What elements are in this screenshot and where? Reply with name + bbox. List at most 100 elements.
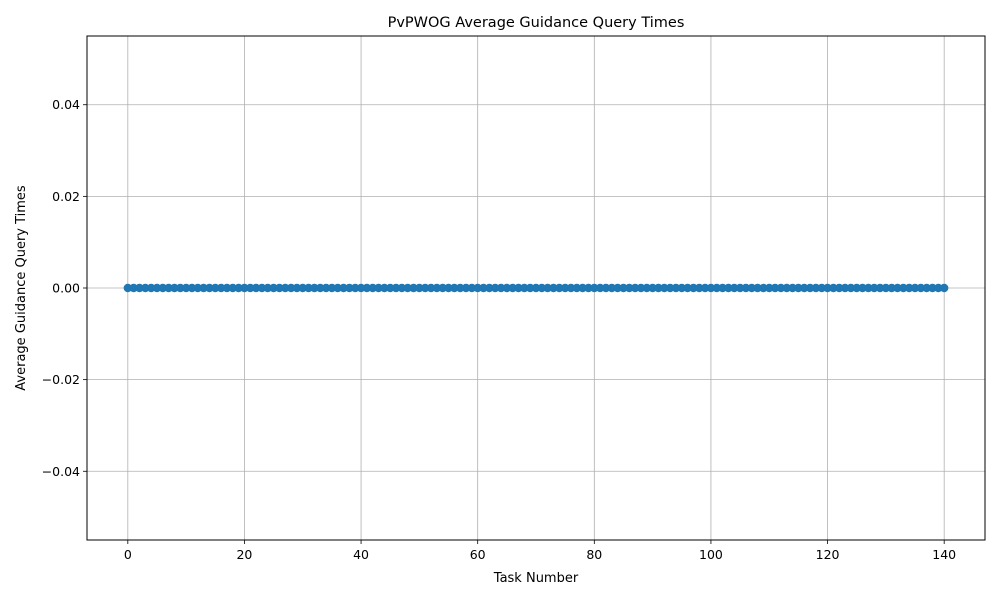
data-point <box>490 283 500 293</box>
data-point <box>870 283 879 293</box>
data-point <box>560 283 570 293</box>
data-point <box>741 283 751 293</box>
data-point <box>432 283 442 293</box>
data-point <box>625 283 634 293</box>
data-point <box>788 283 797 293</box>
data-point <box>158 283 168 293</box>
data-point <box>316 283 325 293</box>
x-tick-label: 80 <box>586 547 602 562</box>
x-tick-label: 20 <box>236 547 252 562</box>
data-point <box>630 283 640 293</box>
data-point <box>351 283 360 293</box>
data-point <box>881 283 891 293</box>
y-axis-label: Average Guidance Query Times <box>14 185 29 391</box>
data-point <box>776 283 786 293</box>
data-point <box>939 283 949 293</box>
data-point <box>817 283 826 293</box>
data-point <box>607 283 617 293</box>
data-point <box>129 283 138 293</box>
data-point <box>712 283 721 293</box>
data-point <box>485 283 494 293</box>
y-tick-label: 0.00 <box>52 281 80 296</box>
x-tick-label: 120 <box>816 547 840 562</box>
data-point <box>333 283 342 293</box>
data-point <box>455 283 465 293</box>
data-point <box>362 283 372 293</box>
data-point <box>286 283 296 293</box>
data-point <box>234 283 243 293</box>
data-point <box>730 283 739 293</box>
data-point <box>922 283 931 293</box>
data-point <box>397 283 407 293</box>
data-point <box>170 283 179 293</box>
x-tick-label: 140 <box>932 547 956 562</box>
data-point <box>910 283 920 293</box>
data-point <box>135 283 144 293</box>
data-point <box>426 283 436 293</box>
data-point <box>461 283 471 293</box>
data-point <box>934 283 943 293</box>
data-point <box>181 283 191 293</box>
data-point <box>823 283 832 293</box>
data-point <box>187 283 197 293</box>
chart-title: PvPWOG Average Guidance Query Times <box>388 15 685 31</box>
x-axis-label: Task Number <box>493 571 579 586</box>
data-point <box>520 283 529 293</box>
y-tick-label: −0.02 <box>42 372 80 387</box>
data-point <box>304 283 313 293</box>
data-point <box>735 283 745 293</box>
data-point <box>753 283 762 293</box>
series-line <box>123 283 949 293</box>
data-point <box>205 283 214 293</box>
data-point <box>444 283 453 293</box>
data-point <box>619 283 628 293</box>
y-tick-label: 0.02 <box>52 189 80 204</box>
data-point <box>636 283 646 293</box>
data-point <box>928 283 937 293</box>
data-point <box>292 283 302 293</box>
y-tick-label: 0.04 <box>52 97 80 112</box>
data-point <box>257 283 267 293</box>
data-point <box>246 283 255 293</box>
data-point <box>310 283 319 293</box>
data-point <box>176 283 185 293</box>
data-point <box>689 283 698 293</box>
data-point <box>829 283 838 293</box>
data-point <box>450 283 459 293</box>
data-point <box>613 283 622 293</box>
x-tick-label: 0 <box>124 547 132 562</box>
data-point <box>654 283 663 293</box>
data-point <box>695 283 704 293</box>
data-point <box>281 283 290 293</box>
data-point <box>525 283 535 293</box>
data-point <box>251 283 261 293</box>
data-point <box>473 283 482 293</box>
data-point <box>298 283 307 293</box>
data-point <box>146 283 156 293</box>
y-tick-label: −0.04 <box>42 464 80 479</box>
data-point <box>222 283 232 293</box>
x-tick-label: 100 <box>699 547 723 562</box>
data-point <box>800 283 809 293</box>
data-point <box>916 283 926 293</box>
data-point <box>642 283 651 293</box>
data-point <box>765 283 774 293</box>
data-point <box>858 283 867 293</box>
data-point <box>508 283 517 293</box>
data-point <box>193 283 202 293</box>
data-point <box>835 283 844 293</box>
data-point <box>595 283 605 293</box>
data-point <box>228 283 237 293</box>
data-point <box>648 283 657 293</box>
data-point <box>199 283 208 293</box>
data-point <box>368 283 377 293</box>
data-point <box>374 283 383 293</box>
data-point <box>421 283 430 293</box>
data-point <box>660 283 669 293</box>
data-point <box>718 283 727 293</box>
data-point <box>216 283 226 293</box>
data-point <box>706 283 716 293</box>
data-point <box>852 283 861 293</box>
data-point <box>123 283 133 293</box>
data-point <box>502 283 512 293</box>
